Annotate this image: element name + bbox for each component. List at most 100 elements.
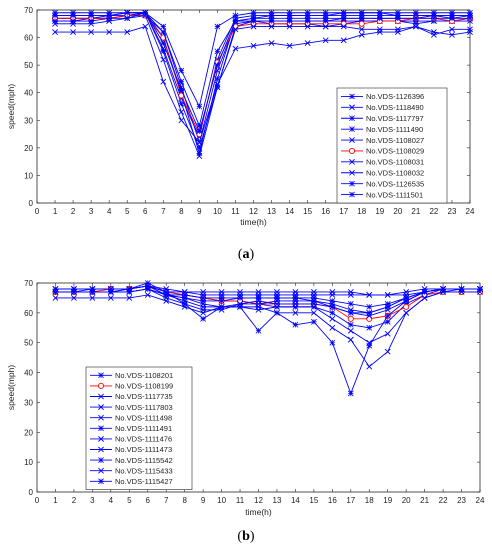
legend-label: No.VDS-1117797 bbox=[366, 114, 424, 123]
y-tick-label: 70 bbox=[24, 6, 33, 15]
data-point bbox=[304, 18, 311, 24]
legend-marker bbox=[349, 104, 355, 111]
y-tick-label: 10 bbox=[24, 171, 33, 180]
data-point bbox=[163, 297, 170, 304]
data-point bbox=[214, 23, 221, 30]
data-point bbox=[52, 29, 58, 35]
data-point bbox=[403, 289, 410, 295]
series-No.VDS-1108032 bbox=[52, 23, 473, 146]
legend-label: No.VDS-1117735 bbox=[115, 392, 173, 401]
data-point bbox=[250, 18, 257, 24]
data-point bbox=[394, 12, 401, 19]
data-point bbox=[196, 150, 203, 157]
data-point bbox=[449, 15, 455, 22]
x-tick-label: 4 bbox=[109, 496, 114, 505]
data-point bbox=[477, 286, 483, 292]
legend-label: No.VDS-1111491 bbox=[115, 424, 172, 433]
x-tick-label: 11 bbox=[231, 207, 240, 216]
y-tick-label: 20 bbox=[24, 144, 33, 153]
y-axis-label: speed(mph) bbox=[6, 365, 16, 411]
data-point bbox=[196, 139, 203, 146]
data-point bbox=[52, 295, 59, 301]
series-No.VDS-1115427 bbox=[52, 286, 483, 316]
data-point bbox=[144, 280, 151, 286]
legend-label: No.VDS-1118490 bbox=[366, 103, 424, 112]
legend-marker bbox=[98, 467, 104, 474]
data-point bbox=[196, 103, 203, 110]
y-tick-label: 60 bbox=[24, 309, 33, 318]
data-point bbox=[384, 348, 391, 355]
legend-label: No.VDS-1115542 bbox=[115, 456, 173, 465]
data-point bbox=[286, 9, 293, 16]
x-tick-label: 3 bbox=[89, 207, 94, 216]
y-tick-label: 40 bbox=[24, 89, 33, 98]
data-point bbox=[340, 20, 347, 27]
data-point bbox=[106, 18, 113, 24]
data-point bbox=[347, 309, 354, 316]
data-point bbox=[310, 309, 317, 316]
x-tick-label: 10 bbox=[217, 496, 226, 505]
x-tick-label: 22 bbox=[429, 207, 438, 216]
data-point bbox=[89, 295, 96, 301]
data-point bbox=[286, 12, 293, 19]
data-point bbox=[200, 289, 207, 295]
data-point bbox=[286, 42, 293, 49]
data-point bbox=[384, 292, 391, 298]
series-line bbox=[55, 288, 480, 314]
data-point bbox=[268, 40, 275, 47]
data-point bbox=[310, 289, 317, 295]
legend: No.VDS-1108201 No.VDS-1108199No.VDS-11177… bbox=[85, 366, 193, 490]
x-tick-label: 18 bbox=[357, 207, 366, 216]
data-point bbox=[376, 12, 383, 19]
data-point bbox=[304, 23, 311, 30]
data-point bbox=[304, 12, 311, 19]
data-point bbox=[358, 12, 365, 19]
data-point bbox=[250, 15, 257, 22]
data-point bbox=[421, 295, 428, 301]
x-tick-label: 21 bbox=[420, 496, 429, 505]
series-No.VDS-1111501 bbox=[52, 9, 473, 129]
series-line bbox=[55, 15, 471, 158]
series-line bbox=[55, 12, 470, 128]
data-point bbox=[310, 295, 317, 301]
data-point bbox=[52, 289, 59, 295]
data-point bbox=[178, 100, 185, 107]
data-point bbox=[322, 12, 329, 19]
data-point bbox=[467, 26, 473, 33]
data-point bbox=[449, 12, 455, 19]
data-point bbox=[232, 18, 239, 24]
data-point bbox=[310, 318, 317, 325]
data-point bbox=[160, 29, 167, 35]
data-point bbox=[322, 37, 329, 44]
data-point bbox=[329, 298, 336, 304]
data-point bbox=[255, 303, 262, 310]
data-point bbox=[358, 9, 365, 16]
data-point bbox=[384, 312, 391, 319]
legend-label: No.VDS-1108032 bbox=[366, 168, 424, 177]
data-point bbox=[292, 309, 299, 316]
x-tick-label: 5 bbox=[127, 496, 132, 505]
data-point bbox=[340, 37, 347, 44]
legend-marker bbox=[349, 169, 355, 176]
series-line bbox=[55, 25, 470, 144]
data-point bbox=[88, 29, 95, 35]
data-point bbox=[178, 67, 185, 74]
data-point bbox=[214, 48, 221, 55]
x-tick-label: 13 bbox=[267, 207, 276, 216]
y-tick-label: 30 bbox=[24, 116, 33, 125]
data-point bbox=[449, 9, 455, 16]
data-point bbox=[376, 9, 383, 16]
data-point bbox=[144, 286, 151, 292]
x-tick-label: 13 bbox=[273, 496, 282, 505]
data-point bbox=[106, 12, 113, 19]
x-tick-label: 4 bbox=[107, 207, 112, 216]
data-point bbox=[431, 12, 437, 19]
data-point bbox=[384, 330, 391, 337]
legend-marker bbox=[97, 382, 105, 389]
data-point bbox=[250, 12, 257, 19]
data-point bbox=[89, 286, 96, 292]
data-point bbox=[163, 289, 170, 295]
data-point bbox=[232, 12, 239, 19]
data-point bbox=[142, 9, 149, 16]
data-point bbox=[70, 295, 77, 301]
